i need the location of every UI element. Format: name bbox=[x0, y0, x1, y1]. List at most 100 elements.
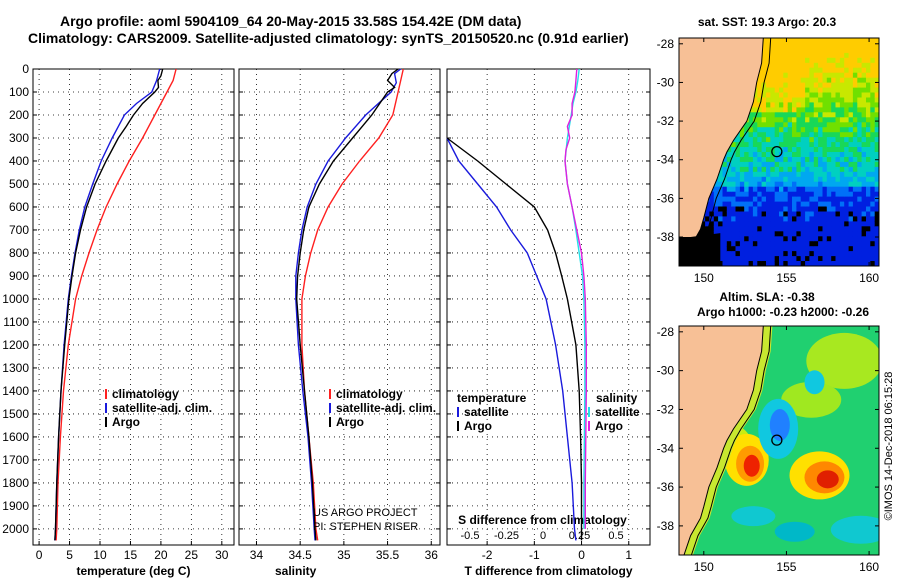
sst-cell bbox=[783, 236, 789, 242]
sst-cell bbox=[787, 57, 793, 64]
sst-cell bbox=[857, 256, 863, 262]
sst-cell bbox=[792, 67, 797, 74]
temp-xtick-label: 15 bbox=[124, 548, 138, 562]
sst-cell bbox=[744, 241, 749, 247]
sst-cell bbox=[761, 231, 767, 237]
sst-cell bbox=[787, 67, 793, 74]
sst-cell bbox=[735, 226, 741, 232]
sst-cell bbox=[844, 246, 849, 252]
sst-cell bbox=[744, 221, 749, 227]
sst-cell bbox=[774, 186, 780, 193]
sst-cell bbox=[722, 251, 728, 257]
sst-cell bbox=[713, 201, 719, 208]
sst-cell bbox=[809, 261, 815, 266]
sst-cell bbox=[857, 216, 863, 222]
sst-cell bbox=[787, 161, 793, 168]
sst-cell bbox=[866, 251, 871, 257]
sst-cell bbox=[848, 117, 854, 123]
sst-cell bbox=[722, 236, 728, 242]
sst-cell bbox=[852, 152, 858, 158]
sst-cell bbox=[831, 256, 836, 262]
sst-cell bbox=[739, 186, 745, 193]
sst-cell bbox=[752, 261, 758, 266]
sst-cell bbox=[748, 211, 754, 217]
sst-cell bbox=[848, 122, 854, 128]
sst-map-ytick-label: -28 bbox=[657, 37, 675, 51]
sst-cell bbox=[779, 112, 784, 118]
sst-cell bbox=[818, 112, 823, 118]
sst-cell bbox=[866, 112, 871, 118]
sst-cell bbox=[866, 122, 871, 128]
sst-cell bbox=[861, 171, 867, 178]
sst-cell bbox=[787, 251, 793, 257]
sst-cell bbox=[839, 67, 845, 74]
sst-cell bbox=[770, 211, 776, 217]
sst-cell bbox=[796, 72, 802, 79]
sst-cell bbox=[735, 236, 741, 242]
sst-cell bbox=[818, 132, 823, 138]
sst-cell bbox=[770, 176, 776, 183]
depth-tick-label: 1200 bbox=[2, 338, 29, 352]
sst-cell bbox=[787, 211, 793, 217]
sst-cell bbox=[766, 102, 771, 108]
sst-cell bbox=[839, 216, 845, 222]
sst-cell bbox=[722, 246, 728, 252]
sst-cell bbox=[787, 201, 793, 208]
depth-tick-label: 0 bbox=[22, 62, 29, 76]
sst-cell bbox=[809, 176, 815, 183]
sst-cell bbox=[822, 107, 828, 113]
sla-blob bbox=[816, 470, 839, 489]
sst-cell bbox=[761, 201, 767, 208]
sst-cell bbox=[752, 241, 758, 247]
sst-cell bbox=[739, 147, 745, 153]
sst-cell bbox=[818, 122, 823, 128]
sst-cell bbox=[744, 127, 749, 133]
sst-cell bbox=[822, 122, 828, 128]
sst-cell bbox=[874, 142, 879, 148]
sst-cell bbox=[761, 256, 767, 262]
sst-cell bbox=[809, 82, 815, 89]
sst-cell bbox=[818, 87, 823, 94]
sst-cell bbox=[857, 38, 863, 44]
sst-cell bbox=[739, 241, 745, 247]
temp-xtick-label: 5 bbox=[66, 548, 73, 562]
sst-cell bbox=[731, 196, 736, 203]
sst-cell bbox=[761, 147, 767, 153]
sst-cell bbox=[766, 122, 771, 128]
sst-cell bbox=[857, 206, 863, 212]
sst-cell bbox=[831, 92, 836, 98]
sst-cell bbox=[796, 211, 802, 217]
sst-cell bbox=[874, 211, 879, 217]
sst-cell bbox=[752, 251, 758, 257]
sst-cell bbox=[752, 152, 758, 158]
sst-cell bbox=[752, 161, 758, 168]
sdiff-xtick-label: 0 bbox=[540, 530, 546, 542]
diff-legend-t-label: satellite bbox=[464, 405, 509, 419]
sst-cell bbox=[835, 67, 841, 74]
sst-cell bbox=[800, 132, 806, 138]
depth-tick-label: 200 bbox=[9, 108, 29, 122]
sst-cell bbox=[870, 171, 876, 178]
sst-cell bbox=[835, 97, 841, 103]
sst-cell bbox=[861, 72, 867, 79]
sla-map-ytick-label: -36 bbox=[657, 480, 675, 494]
sst-cell bbox=[752, 211, 758, 217]
sst-cell bbox=[757, 157, 763, 163]
sst-cell bbox=[818, 211, 823, 217]
sst-cell bbox=[870, 152, 876, 158]
sst-cell bbox=[831, 72, 836, 79]
sst-cell bbox=[796, 206, 802, 212]
sst-cell bbox=[805, 246, 810, 252]
sst-cell bbox=[870, 107, 876, 113]
sst-cell bbox=[757, 147, 763, 153]
sst-cell bbox=[796, 57, 802, 64]
sst-cell bbox=[792, 157, 797, 163]
sst-cell bbox=[783, 157, 789, 163]
sst-cell bbox=[866, 102, 871, 108]
sst-cell bbox=[774, 201, 780, 208]
sst-cell bbox=[848, 176, 854, 183]
sst-cell bbox=[774, 127, 780, 133]
sst-cell bbox=[839, 196, 845, 203]
sst-cell bbox=[792, 201, 797, 208]
sst-cell bbox=[844, 132, 849, 138]
